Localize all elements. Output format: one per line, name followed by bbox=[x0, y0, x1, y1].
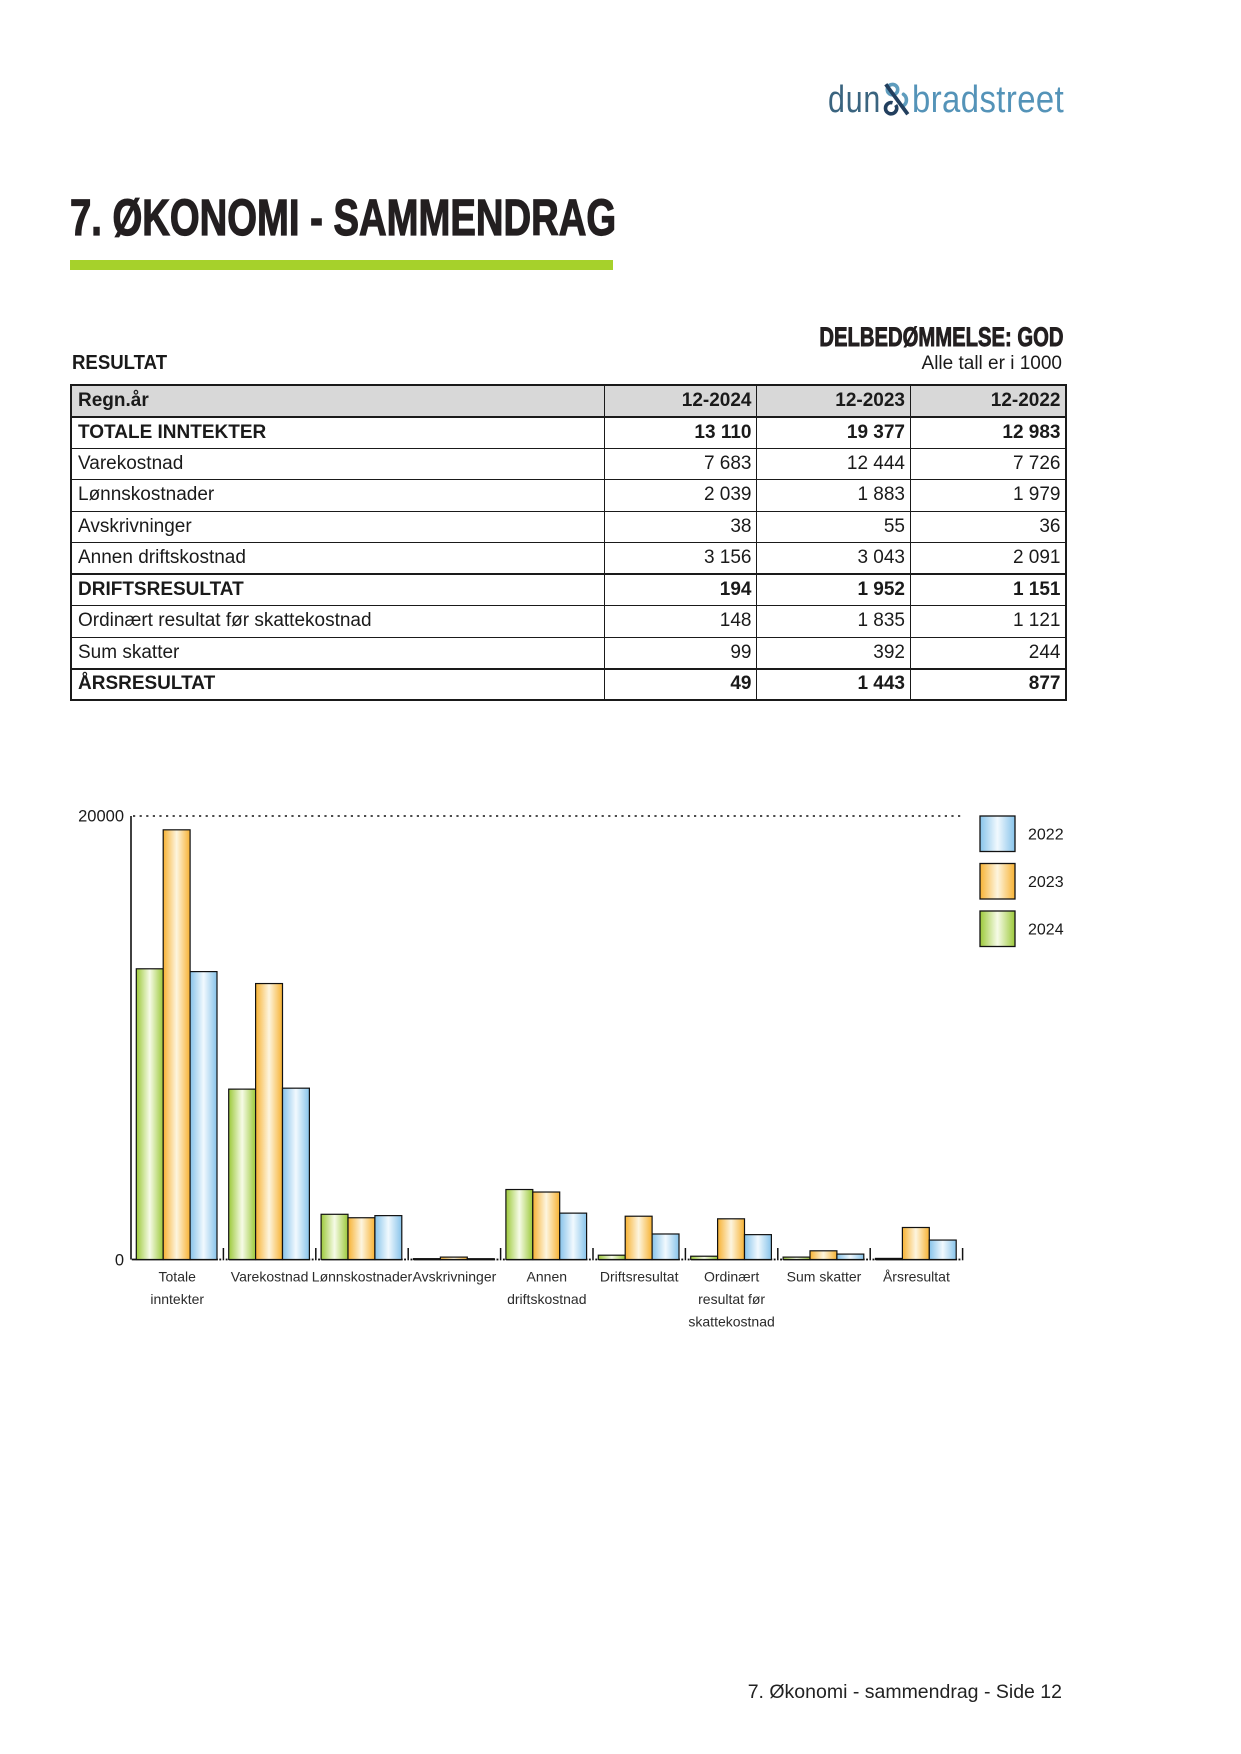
svg-text:2023: 2023 bbox=[1028, 874, 1064, 891]
svg-text:Totale: Totale bbox=[159, 1269, 197, 1285]
svg-text:Driftsresultat: Driftsresultat bbox=[600, 1269, 679, 1285]
svg-text:Varekostnad: Varekostnad bbox=[231, 1269, 309, 1285]
svg-text:resultat før: resultat før bbox=[698, 1291, 765, 1307]
svg-text:Annen: Annen bbox=[527, 1269, 567, 1285]
svg-text:driftskostnad: driftskostnad bbox=[507, 1291, 586, 1307]
svg-text:Årsresultat: Årsresultat bbox=[883, 1269, 950, 1285]
svg-text:Sum skatter: Sum skatter bbox=[787, 1269, 862, 1285]
svg-text:2024: 2024 bbox=[1028, 922, 1064, 939]
svg-text:Ordinært: Ordinært bbox=[704, 1269, 759, 1285]
svg-text:skattekostnad: skattekostnad bbox=[688, 1314, 774, 1330]
svg-text:2022: 2022 bbox=[1028, 827, 1064, 844]
svg-text:Lønnskostnader: Lønnskostnader bbox=[312, 1269, 413, 1285]
svg-text:inntekter: inntekter bbox=[150, 1291, 204, 1307]
svg-text:Avskrivninger: Avskrivninger bbox=[413, 1269, 497, 1285]
svg-text:20000: 20000 bbox=[78, 808, 124, 826]
svg-text:0: 0 bbox=[115, 1252, 124, 1270]
